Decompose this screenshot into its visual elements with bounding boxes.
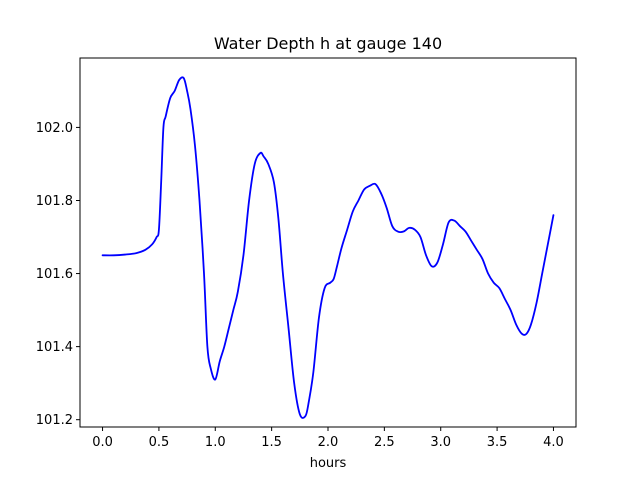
chart-title: Water Depth h at gauge 140 [214, 34, 442, 53]
x-tick-label: 1.5 [261, 435, 282, 450]
y-tick-label: 102.0 [36, 121, 73, 136]
y-tick-label: 101.6 [36, 267, 73, 282]
x-tick-label: 2.0 [318, 435, 339, 450]
x-tick-label: 1.0 [205, 435, 226, 450]
y-tick-label: 101.8 [36, 194, 73, 209]
plot-area [101, 76, 555, 419]
x-tick-label: 0.0 [92, 435, 113, 450]
y-axis: 101.2 101.4 101.6 101.8 102.0 [36, 121, 80, 428]
x-tick-label: 0.5 [149, 435, 170, 450]
y-tick-label: 101.2 [36, 413, 73, 428]
y-tick-label: 101.4 [36, 340, 73, 355]
series-line [101, 76, 555, 419]
x-tick-label: 2.5 [374, 435, 395, 450]
x-tick-label: 4.0 [543, 435, 564, 450]
x-axis-title: hours [310, 456, 347, 471]
x-axis: 0.0 0.5 1.0 1.5 2.0 2.5 3.0 3.5 4.0 [92, 427, 564, 450]
x-tick-label: 3.0 [430, 435, 451, 450]
x-tick-label: 3.5 [487, 435, 508, 450]
